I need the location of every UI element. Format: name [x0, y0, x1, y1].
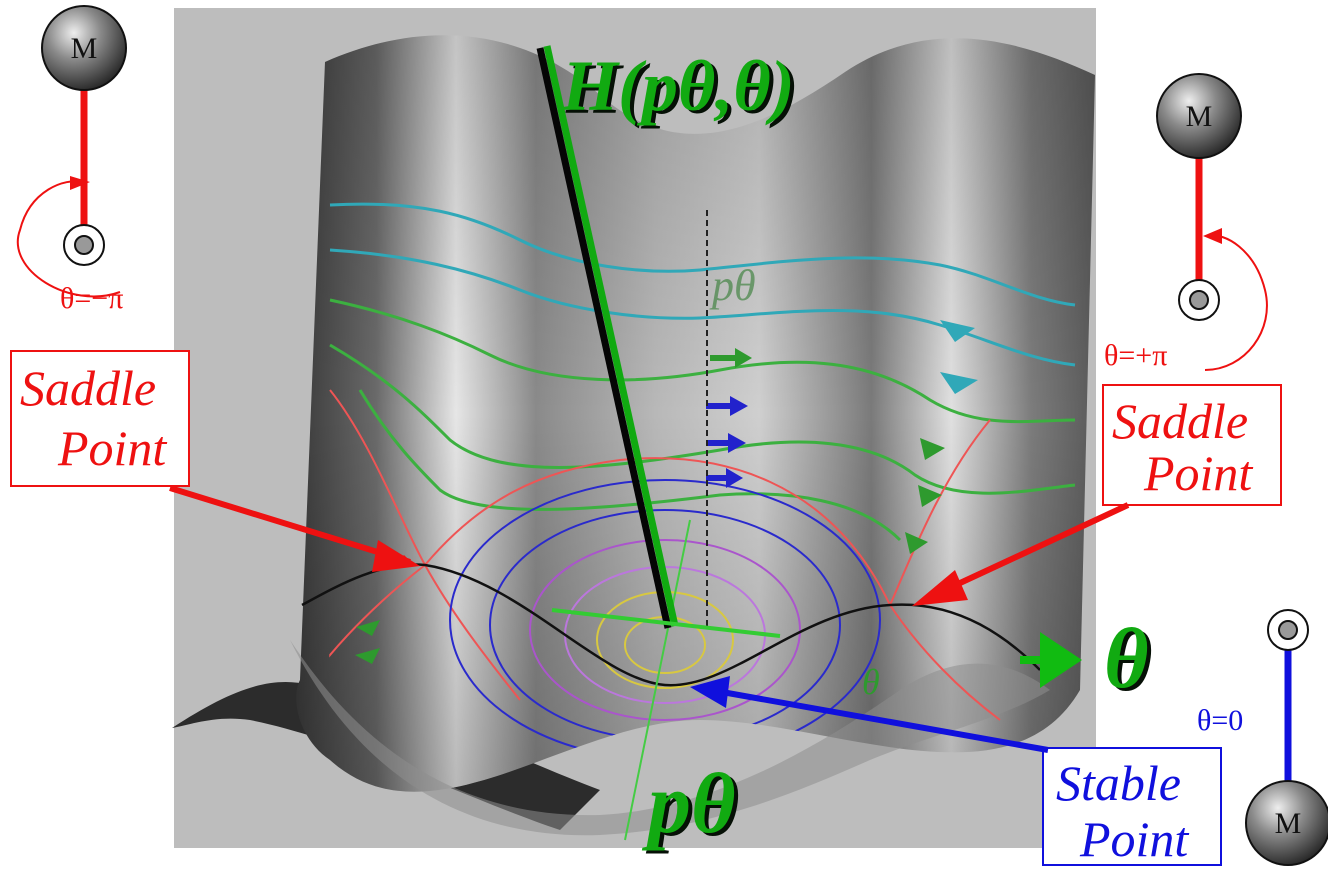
pendulum-bottom-angle: θ=0	[1197, 704, 1243, 737]
saddle-point-right-annotation: Saddle Point	[912, 384, 1282, 606]
svg-text:θ: θ	[1108, 613, 1153, 709]
svg-text:pθ: pθ	[641, 755, 736, 851]
mass-left-label: M	[71, 32, 98, 65]
mass-bottom	[1245, 780, 1328, 866]
mass-right	[1156, 73, 1242, 159]
contour-green-3	[358, 389, 902, 542]
saddle-left-line2: Point	[57, 420, 167, 476]
saddle-left-box	[10, 350, 190, 487]
small-p-theta-label: pθ	[709, 261, 756, 310]
saddle-left-arrow	[169, 485, 412, 565]
contour-cyan-2	[329, 248, 1076, 367]
h-axis	[536, 45, 781, 638]
pendulum-left-angle: θ=−π	[60, 282, 123, 315]
hamiltonian-surface	[290, 35, 1095, 836]
h-label: H(pθ,θ) H(pθ,θ)	[561, 46, 799, 129]
small-axes: pθ θ	[624, 210, 880, 841]
contour-green-2	[329, 343, 1076, 495]
rotation-arrow-right	[1204, 234, 1268, 371]
saddle-right-line1: Saddle	[1112, 393, 1248, 449]
orbit-purple-1	[529, 539, 801, 721]
theta-label: θ θ	[1104, 610, 1153, 709]
stable-line2: Point	[1079, 811, 1189, 867]
p-theta-label: pθ pθ	[641, 755, 740, 854]
svg-text:pθ: pθ	[645, 758, 740, 854]
theta-axis	[1020, 632, 1082, 688]
svg-text:H(pθ,θ): H(pθ,θ)	[565, 49, 799, 129]
svg-text:H(pθ,θ): H(pθ,θ)	[561, 46, 795, 126]
mass-left	[41, 5, 127, 91]
pendulum-right: M θ=+π	[1104, 73, 1268, 372]
saddle-point-left-annotation: Saddle Point	[10, 350, 420, 572]
stable-arrow	[721, 689, 1049, 753]
flow-arrows	[355, 320, 978, 664]
saddle-right-line2: Point	[1143, 445, 1253, 501]
pendulum-right-angle: θ=+π	[1104, 339, 1167, 372]
stable-line1: Stable	[1056, 755, 1181, 811]
mass-bottom-label: M	[1275, 807, 1302, 840]
rotation-arrow-left	[16, 180, 121, 298]
stable-box	[1042, 747, 1222, 866]
small-theta-label: θ	[862, 662, 880, 702]
contour-red-separatrix-3	[889, 419, 1001, 721]
contour-cyan-1	[329, 202, 1076, 307]
saddle-right-box	[1102, 384, 1282, 506]
mass-right-label: M	[1186, 100, 1213, 133]
contour-green-1	[329, 298, 1076, 424]
saddle-left-line1: Saddle	[20, 360, 156, 416]
svg-text:θ: θ	[1104, 610, 1149, 706]
stable-point-annotation: Stable Point	[690, 676, 1222, 867]
contour-red-separatrix-4	[325, 564, 426, 681]
pendulum-left: M θ=−π	[16, 5, 127, 315]
pendulum-bottom: M θ=0	[1197, 609, 1328, 866]
saddle-right-arrow	[943, 502, 1130, 593]
